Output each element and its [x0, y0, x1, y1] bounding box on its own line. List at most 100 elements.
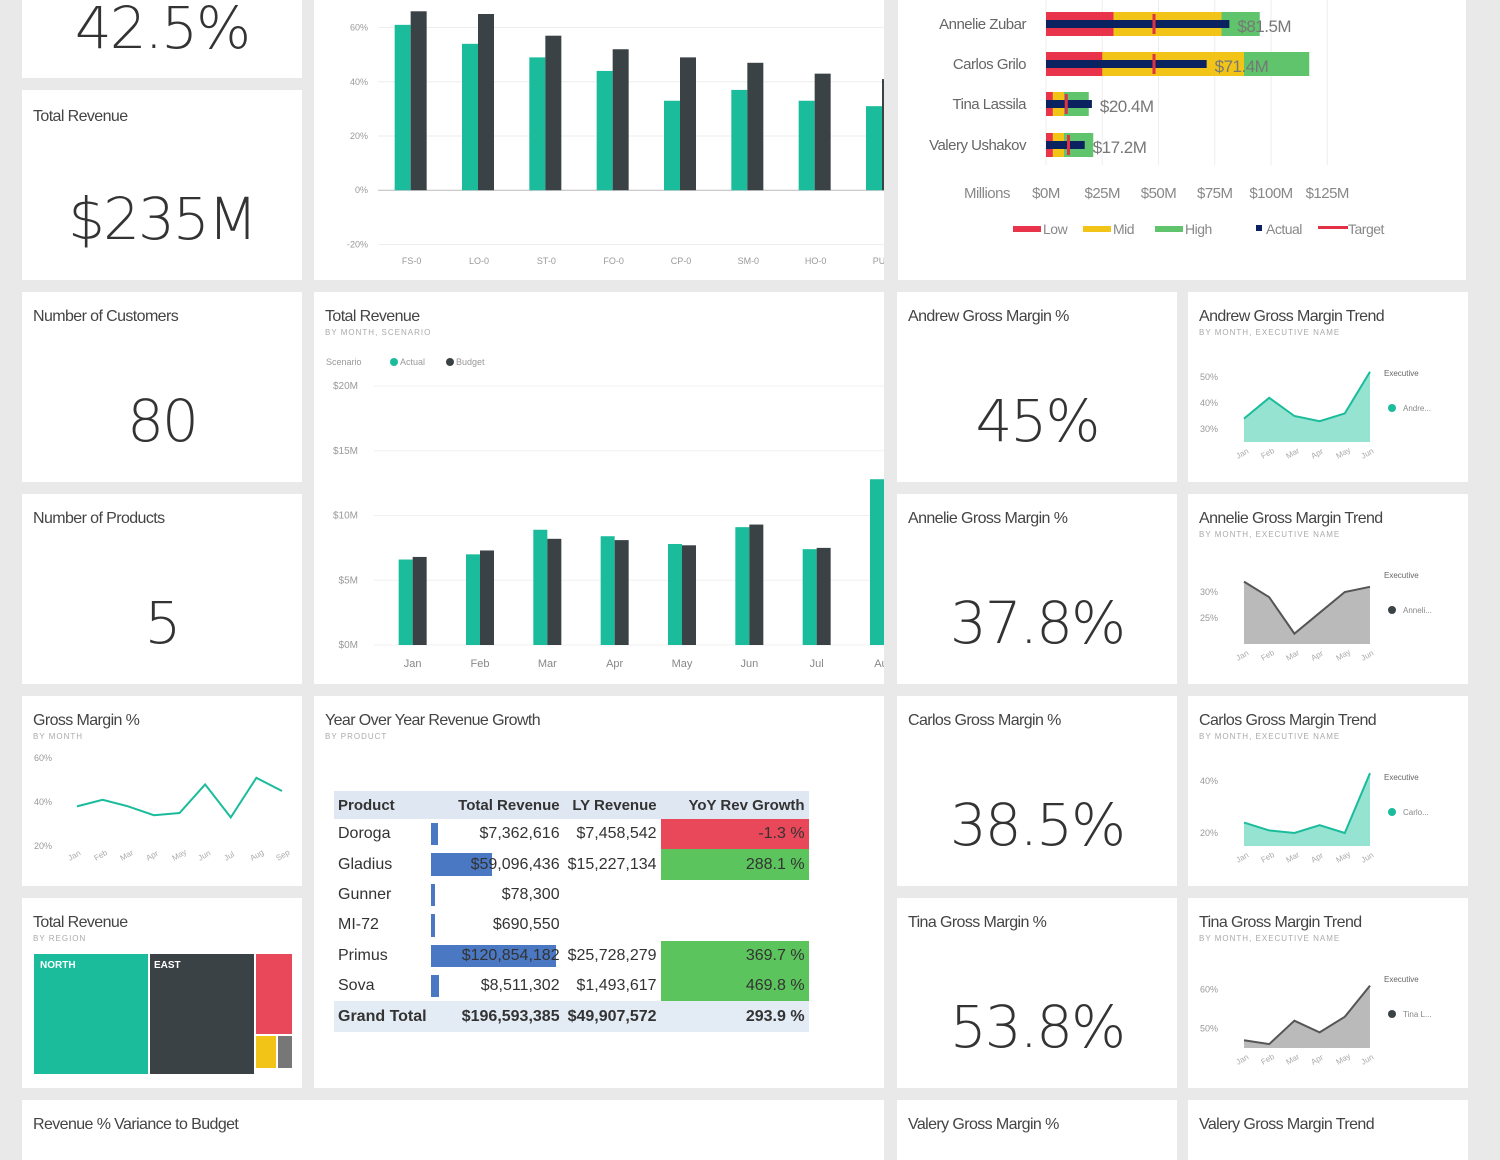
x-tick-label: PU-0 [873, 256, 884, 266]
table-row[interactable]: MI-72 $690,550 [334, 910, 809, 940]
table-row[interactable]: Primus $120,854,182 $25,728,279 369.7 % [334, 940, 809, 971]
andrew-trend-subtitle: BY MONTH, EXECUTIVE NAME [1199, 328, 1341, 337]
trend-legend-label: Carlo... [1403, 808, 1429, 817]
valery-trend-tile[interactable]: Valery Gross Margin Trend [1188, 1100, 1468, 1160]
x-tick-label: Jun [1360, 1052, 1376, 1066]
revenue-bar [466, 554, 480, 645]
y-tick-label: 20% [34, 841, 52, 851]
cell-ly-revenue [564, 910, 661, 940]
bullet-axis-tick: $0M [1032, 185, 1060, 202]
table-row[interactable]: Doroga $7,362,616 $7,458,542 -1.3 % [334, 819, 809, 850]
customers-tile[interactable]: Number of Customers 80 [22, 292, 302, 482]
revenue-bar [600, 536, 615, 645]
yoy-tile[interactable]: Year Over Year Revenue Growth BY PRODUCT… [314, 696, 884, 1088]
region-tile[interactable]: Total Revenue BY REGION NORTH EAST [22, 898, 302, 1088]
tina-trend-tile[interactable]: Tina Gross Margin Trend BY MONTH, EXECUT… [1188, 898, 1468, 1088]
x-tick-label: Jan [67, 848, 83, 862]
cell-total-revenue-text: $7,362,616 [479, 825, 560, 843]
cell-yoy-growth [661, 880, 809, 910]
x-tick-label: Feb [93, 848, 110, 863]
andrew-gm-tile[interactable]: Andrew Gross Margin % 45% [897, 292, 1177, 482]
monthly-revenue-subtitle: BY MONTH, SCENARIO [325, 328, 432, 337]
header-ly-revenue[interactable]: LY Revenue [563, 791, 661, 819]
table-row[interactable]: Gunner $78,300 [334, 880, 809, 910]
valery-gm-tile[interactable]: Valery Gross Margin % [897, 1100, 1177, 1160]
table-row[interactable]: Sova $8,511,302 $1,493,617 469.8 % [334, 970, 809, 1002]
y-tick-label: 40% [34, 797, 52, 807]
x-tick-label: May [1335, 647, 1353, 662]
revenue-bar [480, 550, 494, 645]
x-tick-label: Apr [1310, 851, 1326, 865]
x-tick-label: Jul [223, 850, 237, 863]
x-tick-label: Mar [538, 658, 557, 670]
monthly-revenue-tile[interactable]: Total Revenue BY MONTH, SCENARIO Scenari… [314, 292, 884, 684]
variance-bar [664, 100, 680, 191]
bullet-value-label: $20.4M [1100, 97, 1154, 116]
trend-legend-label: Andre... [1403, 404, 1431, 413]
gm-top-tile[interactable]: 42.5% [22, 0, 302, 78]
variance-chart-tile[interactable]: 60% 40% 20% 0% -20% FS-0 LO-0 ST-0 FO-0 CP-0 SM-0 H… [314, 0, 884, 280]
variance-bar [798, 100, 815, 191]
revenue-databar [430, 823, 439, 846]
carlos-gm-tile[interactable]: Carlos Gross Margin % 38.5% [897, 696, 1177, 886]
y-tick-label: $20M [333, 381, 358, 392]
carlos-trend-tile[interactable]: Carlos Gross Margin Trend BY MONTH, EXEC… [1188, 696, 1468, 886]
y-tick-label: $15M [333, 446, 358, 457]
y-tick-label: 60% [1200, 985, 1218, 995]
yoy-header-row: Product Total Revenue LY Revenue YoY Rev… [334, 791, 809, 819]
y-tick-label: 30% [1200, 587, 1218, 597]
cell-product: Primus [338, 946, 388, 964]
variance-budget-tile[interactable]: Revenue % Variance to Budget [22, 1100, 884, 1160]
header-total-revenue[interactable]: Total Revenue [430, 791, 564, 819]
andrew-trend-tile[interactable]: Andrew Gross Margin Trend BY MONTH, EXEC… [1188, 292, 1468, 482]
treemap-region-5[interactable] [278, 1036, 292, 1068]
total-revenue-value: $235M [68, 185, 258, 253]
gm-month-tile[interactable]: Gross Margin % BY MONTH 60% 40% 20% Jan Feb M… [22, 696, 302, 886]
products-title: Number of Products [33, 510, 165, 527]
cell-product: Gunner [338, 885, 392, 903]
revenue-bar [614, 540, 629, 645]
treemap-region-3[interactable] [256, 954, 292, 1034]
header-yoy-growth[interactable]: YoY Rev Growth [660, 791, 809, 819]
x-tick-label: Feb [1260, 1052, 1277, 1067]
cell-ly-revenue: $15,227,134 [567, 855, 657, 873]
variance-bar [529, 57, 546, 191]
treemap-east[interactable]: EAST [150, 954, 254, 1074]
treemap-north[interactable]: NORTH [34, 954, 148, 1074]
x-tick-label: Feb [1260, 446, 1277, 461]
bullet-chart-tile[interactable]: Annelie Zubar $81.5M Carlos Grilo $71.4M Tin… [898, 0, 1466, 280]
bullet-target-marker [1152, 54, 1156, 74]
bullet-actual-bar [1046, 60, 1207, 68]
y-tick-label: 30% [1200, 424, 1218, 434]
cell-total-revenue: $690,550 [430, 910, 564, 940]
variance-bar [882, 79, 884, 191]
variance-bar [731, 89, 748, 191]
bullet-target-marker [1152, 14, 1156, 34]
variance-bar [545, 35, 562, 191]
header-product[interactable]: Product [334, 791, 431, 819]
bullet-value-label: $17.2M [1093, 138, 1147, 157]
annelie-trend-tile[interactable]: Annelie Gross Margin Trend BY MONTH, EXE… [1188, 494, 1468, 684]
gm-top-value: 42.5% [74, 0, 251, 62]
table-row[interactable]: Gladius $59,096,436 $15,227,134 288.1 % [334, 849, 809, 880]
treemap-region-4[interactable] [256, 1036, 276, 1068]
revenue-bar [735, 527, 750, 645]
total-cell-ly: $49,907,572 [563, 1001, 661, 1032]
x-tick-label: Mar [1285, 850, 1302, 865]
revenue-bar [668, 543, 682, 645]
bullet-row-label: Tina Lassila [953, 96, 1028, 113]
x-tick-label: Feb [1260, 850, 1277, 865]
carlos-trend-subtitle: BY MONTH, EXECUTIVE NAME [1199, 732, 1341, 741]
legend-swatch [1083, 226, 1111, 232]
annelie-gm-tile[interactable]: Annelie Gross Margin % 37.8% [897, 494, 1177, 684]
x-tick-label: May [1335, 849, 1353, 864]
region-subtitle: BY REGION [33, 934, 87, 943]
carlos-trend-title: Carlos Gross Margin Trend [1199, 712, 1377, 729]
variance-bar [462, 43, 478, 191]
cell-ly-revenue: $25,728,279 [567, 946, 657, 964]
x-tick-label: Jan [1235, 850, 1251, 864]
products-tile[interactable]: Number of Products 5 [22, 494, 302, 684]
trend-area [1244, 581, 1370, 644]
tina-gm-tile[interactable]: Tina Gross Margin % 53.8% [897, 898, 1177, 1088]
total-revenue-tile[interactable]: Total Revenue $235M [22, 90, 302, 280]
